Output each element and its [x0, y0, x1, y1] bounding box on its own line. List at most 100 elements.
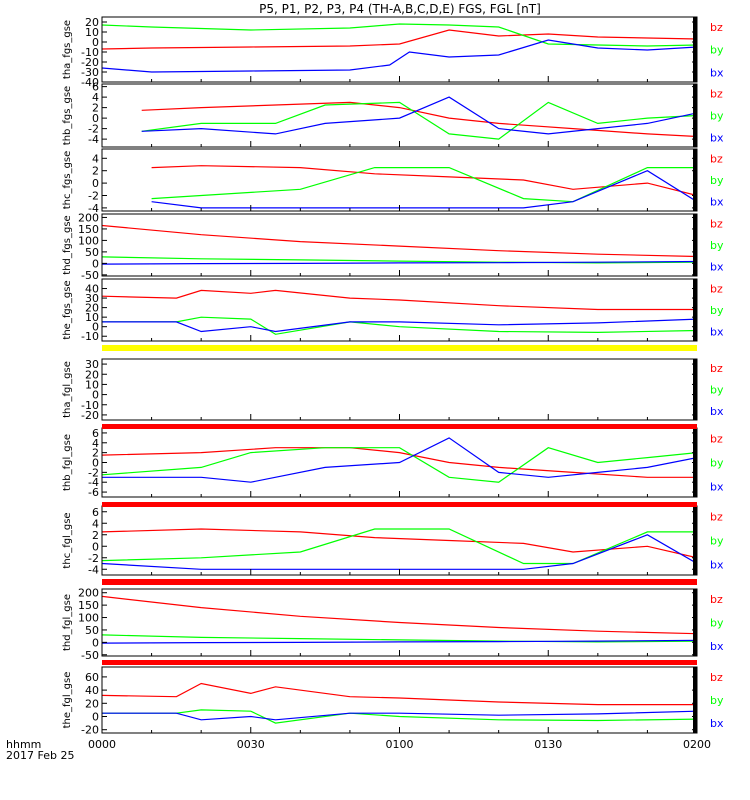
- legend-by: by: [710, 110, 724, 123]
- ytick-label: 30: [85, 292, 99, 305]
- ytick-label: 150: [78, 599, 99, 612]
- ytick-label: 0: [92, 177, 99, 190]
- panel-ylabel: thb_fgl_gse: [62, 434, 73, 491]
- series-bz-thb_fgs_gse: [141, 101, 697, 138]
- panel-edge-stripe: [693, 214, 697, 276]
- ytick-label: 2: [92, 447, 99, 460]
- panel-ylabel: thc_fgl_gse: [62, 512, 73, 568]
- ytick-label: 200: [78, 211, 99, 224]
- legend-bx: bx: [710, 132, 724, 145]
- legend-by: by: [710, 535, 724, 548]
- x-axis: 0000 0030 0100 0130 0200: [88, 738, 711, 751]
- series-by-thc_fgs_gse: [151, 167, 697, 203]
- ytick-label: 10: [85, 26, 99, 39]
- legend-by: by: [710, 694, 724, 707]
- panel-edge-stripe: [693, 84, 697, 147]
- legend-bx: bx: [710, 405, 724, 418]
- panel-edge-stripe: [693, 279, 697, 341]
- ytick-label: -4: [88, 563, 99, 576]
- ytick-label: 6: [92, 506, 99, 519]
- ytick-label: -10: [81, 399, 99, 412]
- legend-bx: bx: [710, 717, 724, 730]
- ytick-label: -10: [81, 46, 99, 59]
- panel-frame: [101, 83, 698, 148]
- legend-bz: bz: [710, 217, 723, 230]
- xtick-label: 0000: [88, 738, 116, 751]
- no-data-bar-3: [102, 579, 697, 585]
- legend-bz: bz: [710, 510, 723, 523]
- ytick-label: 4: [92, 517, 99, 530]
- ytick-label: 40: [85, 283, 99, 296]
- ytick-label: -2: [88, 552, 99, 565]
- ytick-label: 4: [92, 91, 99, 104]
- xtick-label: 0200: [683, 738, 711, 751]
- series-bz-thd_fgs_gse: [102, 224, 697, 258]
- ytick-label: 0: [92, 457, 99, 470]
- panel-ylabel: thd_fgs_gse: [62, 215, 73, 274]
- ytick-label: 2: [92, 529, 99, 542]
- series-by-the_fgs_gse: [102, 316, 697, 335]
- legend-by: by: [710, 174, 724, 187]
- legend-bx: bx: [710, 481, 724, 494]
- ytick-label: 4: [92, 152, 99, 165]
- series-bx-thd_fgl_gse: [102, 639, 697, 644]
- panel-edge-stripe: [693, 428, 697, 497]
- series-bz-thd_fgl_gse: [102, 595, 697, 635]
- legend-bx: bx: [710, 640, 724, 653]
- ytick-label: -4: [88, 202, 99, 215]
- ytick-label: -2: [88, 123, 99, 136]
- series-by-thd_fgl_gse: [102, 634, 697, 643]
- ytick-label: 100: [78, 234, 99, 247]
- legend-by: by: [710, 44, 724, 57]
- legend-bz: bz: [710, 87, 723, 100]
- panel-frame: [101, 666, 698, 734]
- legend-by: by: [710, 384, 724, 397]
- panel-frame: [101, 213, 698, 277]
- series-bz-thc_fgs_gse: [151, 165, 697, 197]
- panel-ylabel: thb_fgs_gse: [62, 86, 73, 145]
- legend-bz: bz: [710, 432, 723, 445]
- ytick-label: -20: [81, 724, 99, 737]
- series-bz-thc_fgl_gse: [102, 528, 697, 559]
- series-bx-thc_fgs_gse: [151, 170, 697, 209]
- ytick-label: 40: [85, 684, 99, 697]
- panel-edge-stripe: [693, 506, 697, 575]
- panel-frame: [101, 505, 698, 576]
- ytick-label: 0: [92, 389, 99, 402]
- series-bx-tha_fgs_gse: [102, 39, 697, 73]
- ytick-label: 0: [92, 540, 99, 553]
- ytick-label: -4: [88, 133, 99, 146]
- panel-ylabel: tha_fgl_gse: [62, 361, 73, 418]
- legend-bx: bx: [710, 559, 724, 572]
- ytick-label: 200: [78, 587, 99, 600]
- panel-ylabel: thd_fgl_gse: [62, 594, 73, 651]
- ytick-label: -6: [88, 486, 99, 499]
- ytick-label: 0: [92, 321, 99, 334]
- legend-bx: bx: [710, 326, 724, 339]
- panel-ylabel: the_fgs_gse: [62, 280, 73, 339]
- series-bz-the_fgl_gse: [102, 682, 697, 706]
- panel-thc_fgs_gse: 420-2-4 thc_fgs_gse bz by bx: [62, 148, 724, 215]
- panel-ylabel: thc_fgs_gse: [62, 151, 73, 210]
- ytick-label: 20: [85, 302, 99, 315]
- ytick-label: 150: [78, 223, 99, 236]
- series-bx-the_fgs_gse: [102, 318, 697, 333]
- panel-edge-stripe: [693, 359, 697, 420]
- ytick-label: 0: [92, 711, 99, 724]
- legend-bx: bx: [710, 261, 724, 274]
- series-by-the_fgl_gse: [102, 709, 697, 724]
- ytick-label: 2: [92, 165, 99, 178]
- panel-edge-stripe: [693, 667, 697, 733]
- panel-edge-stripe: [693, 17, 697, 82]
- ytick-label: 20: [85, 368, 99, 381]
- panel-edge-stripe: [693, 149, 697, 211]
- ytick-label: -20: [81, 409, 99, 422]
- series-by-thd_fgs_gse: [102, 256, 697, 264]
